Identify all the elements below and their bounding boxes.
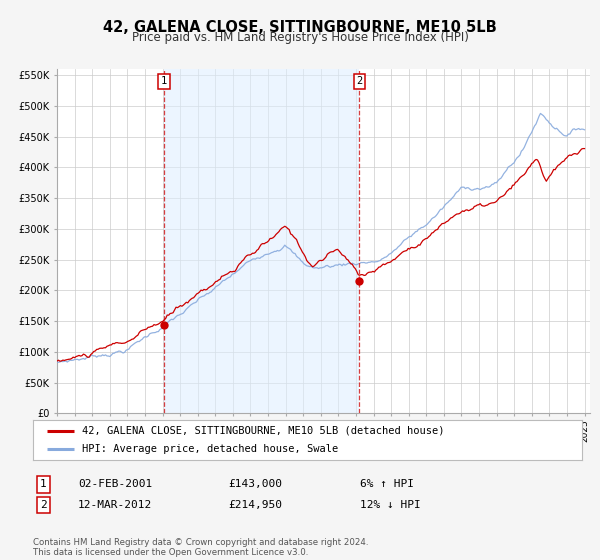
- Text: 12% ↓ HPI: 12% ↓ HPI: [360, 500, 421, 510]
- Text: 1: 1: [161, 76, 167, 86]
- Text: 02-FEB-2001: 02-FEB-2001: [78, 479, 152, 489]
- Text: 2: 2: [40, 500, 47, 510]
- Text: £214,950: £214,950: [228, 500, 282, 510]
- Text: Price paid vs. HM Land Registry's House Price Index (HPI): Price paid vs. HM Land Registry's House …: [131, 31, 469, 44]
- Text: 12-MAR-2012: 12-MAR-2012: [78, 500, 152, 510]
- Text: 42, GALENA CLOSE, SITTINGBOURNE, ME10 5LB: 42, GALENA CLOSE, SITTINGBOURNE, ME10 5L…: [103, 20, 497, 35]
- Text: 42, GALENA CLOSE, SITTINGBOURNE, ME10 5LB (detached house): 42, GALENA CLOSE, SITTINGBOURNE, ME10 5L…: [82, 426, 445, 436]
- Text: HPI: Average price, detached house, Swale: HPI: Average price, detached house, Swal…: [82, 445, 338, 454]
- Text: 2: 2: [356, 76, 362, 86]
- Text: 1: 1: [40, 479, 47, 489]
- Text: £143,000: £143,000: [228, 479, 282, 489]
- Bar: [164, 69, 359, 413]
- Text: Contains HM Land Registry data © Crown copyright and database right 2024.
This d: Contains HM Land Registry data © Crown c…: [33, 538, 368, 557]
- Text: 6% ↑ HPI: 6% ↑ HPI: [360, 479, 414, 489]
